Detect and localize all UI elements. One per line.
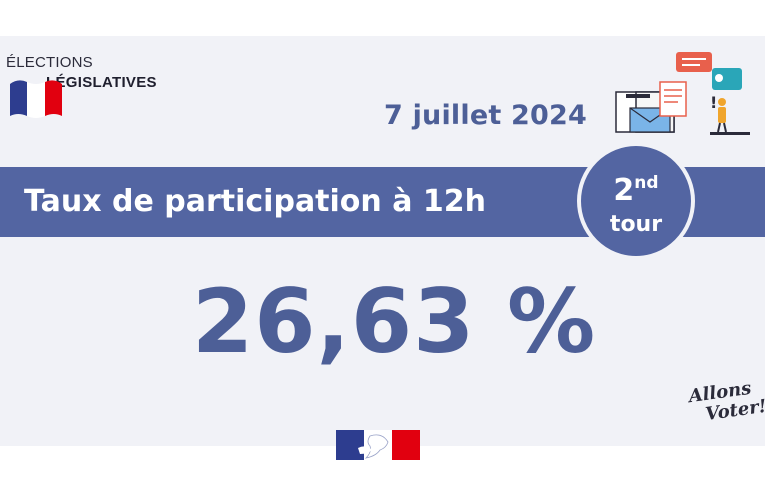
round-label: tour: [609, 212, 663, 237]
banner-title: Taux de participation à 12h: [24, 184, 487, 219]
marianne-logo-icon: [336, 430, 420, 460]
elections-title-line2: LÉGISLATIVES: [46, 74, 157, 91]
voting-illustration-icon: !: [615, 52, 750, 135]
round-number: 2nd: [613, 173, 659, 208]
round-suffix: nd: [634, 173, 659, 193]
elections-title-line1: ÉLECTIONS: [6, 54, 93, 71]
round-badge: 2nd tour: [577, 142, 695, 260]
elections-logo: ÉLECTIONS LÉGISLATIVES: [6, 54, 206, 124]
svg-text:!: !: [710, 93, 717, 112]
french-flag-icon: [10, 80, 62, 118]
election-date: 7 juillet 2024: [384, 100, 587, 131]
participation-rate: 26,63 %: [192, 270, 597, 373]
